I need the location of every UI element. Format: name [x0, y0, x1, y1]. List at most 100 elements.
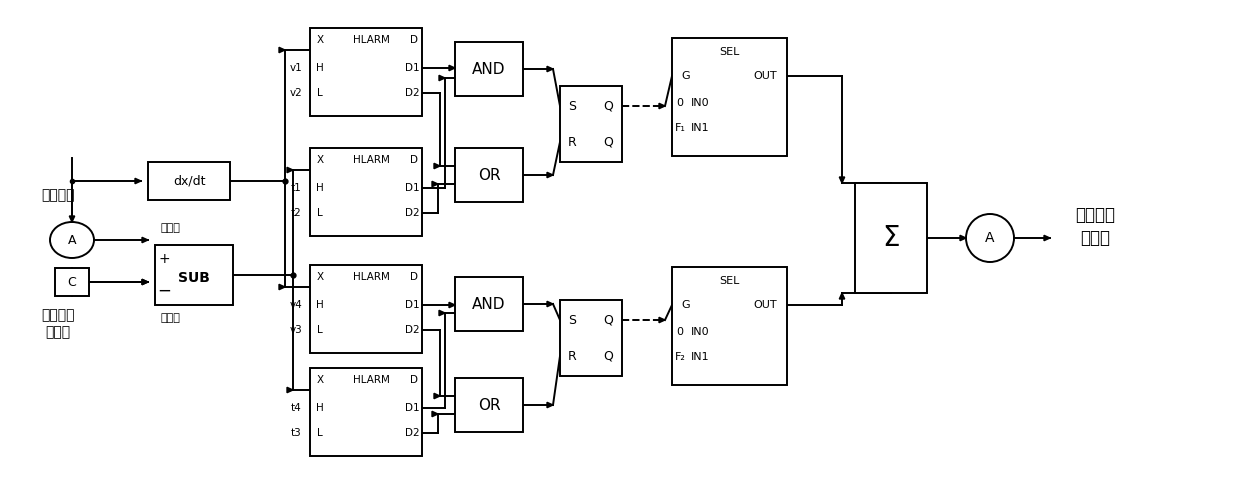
Polygon shape	[546, 301, 553, 307]
Polygon shape	[432, 411, 439, 416]
Bar	[310, 265, 422, 353]
Bar	[455, 378, 523, 432]
Text: D2: D2	[405, 88, 419, 98]
Text: t3: t3	[291, 428, 301, 438]
Text: HLARM: HLARM	[353, 35, 390, 45]
Polygon shape	[839, 177, 845, 183]
Text: F₂: F₂	[674, 352, 685, 362]
Text: HLARM: HLARM	[353, 155, 390, 165]
Text: R: R	[567, 136, 576, 148]
Text: AND: AND	[472, 296, 506, 312]
Bar	[310, 148, 422, 236]
Text: S: S	[567, 314, 576, 326]
Text: F₁: F₁	[674, 123, 685, 133]
Polygon shape	[449, 302, 455, 308]
Text: 前馈量: 前馈量	[1080, 229, 1110, 247]
Text: D2: D2	[405, 208, 419, 218]
Polygon shape	[439, 75, 445, 81]
Text: OR: OR	[478, 168, 501, 182]
Text: S: S	[567, 99, 576, 113]
Text: A: A	[985, 231, 995, 245]
Text: 过热汽温: 过热汽温	[41, 308, 74, 322]
Text: +: +	[159, 252, 170, 266]
Text: HLARM: HLARM	[353, 375, 390, 385]
Polygon shape	[434, 393, 440, 399]
Bar	[310, 28, 422, 116]
Bar	[147, 162, 230, 200]
Bar	[672, 38, 787, 156]
Text: SUB: SUB	[178, 271, 209, 285]
Text: D2: D2	[405, 428, 419, 438]
Text: X: X	[316, 272, 323, 282]
Polygon shape	[434, 163, 440, 169]
Polygon shape	[142, 237, 147, 243]
Text: v1: v1	[290, 63, 302, 73]
Text: D1: D1	[405, 63, 419, 73]
Text: Q: Q	[603, 99, 613, 113]
Bar	[560, 300, 622, 376]
Polygon shape	[960, 235, 966, 241]
Bar	[455, 42, 523, 96]
Text: H: H	[316, 300, 323, 310]
Text: AND: AND	[472, 62, 506, 76]
Text: D: D	[410, 155, 418, 165]
Text: Q: Q	[603, 314, 613, 326]
Bar	[155, 245, 233, 305]
Text: −: −	[157, 282, 171, 300]
Text: L: L	[317, 325, 323, 335]
Polygon shape	[546, 172, 553, 178]
Text: L: L	[317, 428, 323, 438]
Text: 设定值: 设定值	[160, 313, 180, 323]
Polygon shape	[659, 103, 665, 109]
Text: G: G	[681, 300, 690, 310]
Polygon shape	[659, 318, 665, 323]
Polygon shape	[142, 279, 147, 285]
Text: D1: D1	[405, 300, 419, 310]
Text: X: X	[316, 35, 323, 45]
Text: Q: Q	[603, 349, 613, 363]
Polygon shape	[1044, 235, 1049, 241]
Text: L: L	[317, 88, 323, 98]
Text: IN0: IN0	[690, 327, 709, 337]
Text: t2: t2	[291, 208, 301, 218]
Text: 0: 0	[676, 98, 684, 108]
Polygon shape	[142, 279, 147, 285]
Polygon shape	[839, 293, 845, 299]
Text: D: D	[410, 375, 418, 385]
Bar	[855, 183, 927, 293]
Text: X: X	[316, 155, 323, 165]
Text: D2: D2	[405, 325, 419, 335]
Text: 测量值: 测量值	[160, 223, 180, 233]
Polygon shape	[439, 310, 445, 316]
Polygon shape	[432, 181, 439, 187]
Polygon shape	[69, 216, 74, 222]
Polygon shape	[287, 167, 292, 172]
Text: A: A	[68, 234, 77, 246]
Text: C: C	[68, 275, 77, 289]
Text: 超驰回路: 超驰回路	[1075, 206, 1115, 224]
Text: Q: Q	[603, 136, 613, 148]
Text: IN1: IN1	[690, 123, 709, 133]
Polygon shape	[287, 387, 292, 392]
Text: H: H	[316, 403, 323, 413]
Text: G: G	[681, 71, 690, 81]
Text: 设定值: 设定值	[46, 325, 71, 339]
Text: HLARM: HLARM	[353, 272, 390, 282]
Text: D: D	[410, 35, 418, 45]
Text: v4: v4	[290, 300, 302, 310]
Bar	[672, 267, 787, 385]
Bar	[455, 277, 523, 331]
Polygon shape	[279, 48, 285, 53]
Text: t4: t4	[291, 403, 301, 413]
Bar	[455, 148, 523, 202]
Text: D: D	[410, 272, 418, 282]
Text: OUT: OUT	[753, 71, 777, 81]
Text: D1: D1	[405, 183, 419, 193]
Polygon shape	[546, 66, 553, 72]
Polygon shape	[135, 178, 141, 184]
Text: 0: 0	[676, 327, 684, 337]
Text: IN1: IN1	[690, 352, 709, 362]
Text: OUT: OUT	[753, 300, 777, 310]
Ellipse shape	[50, 222, 94, 258]
Polygon shape	[449, 65, 455, 71]
